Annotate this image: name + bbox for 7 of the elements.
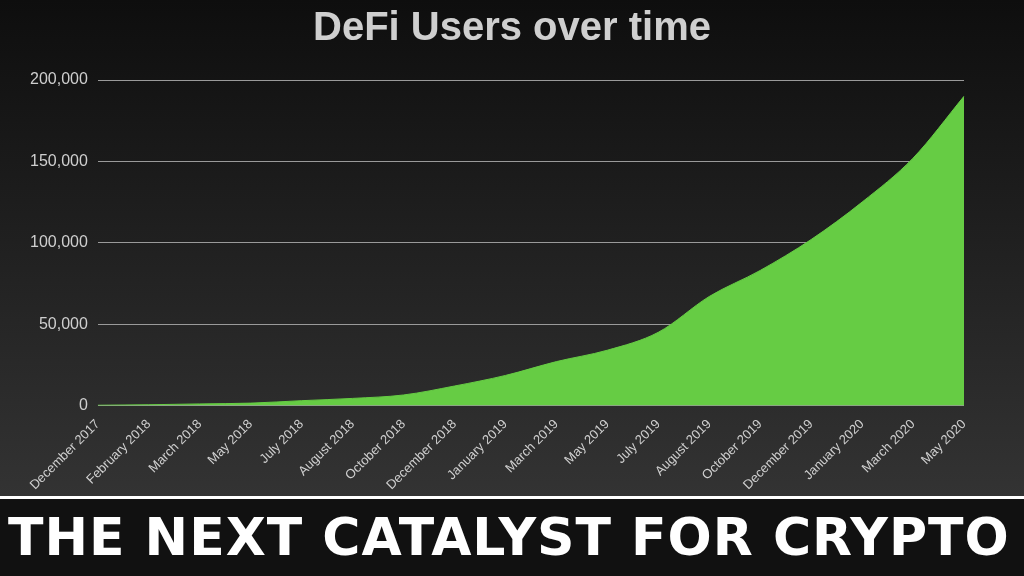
y-tick-label: 150,000 xyxy=(29,151,88,169)
chart-title: DeFi Users over time xyxy=(312,4,712,49)
y-tick-label: 200,000 xyxy=(29,70,88,88)
y-tick-label: 0 xyxy=(78,395,88,413)
text: THE NEXT CATALYST FOR CRYPTO xyxy=(0,496,1024,576)
y-tick-label: 100,000 xyxy=(29,233,88,251)
y-tick-label: 50,000 xyxy=(38,314,88,332)
